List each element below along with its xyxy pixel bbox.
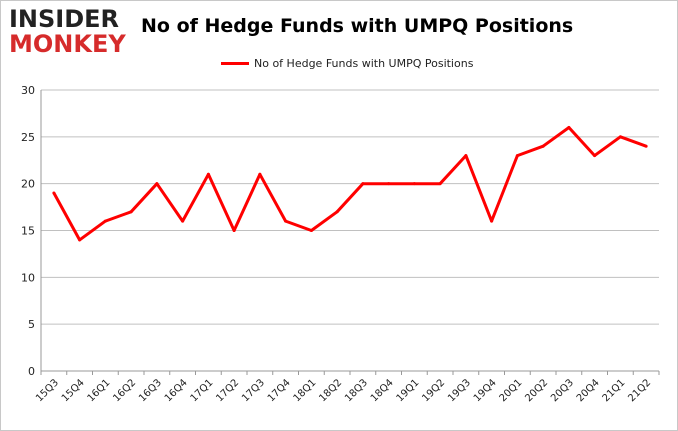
series-line: [52, 126, 647, 242]
data-point: [309, 229, 313, 232]
y-tick-label: 0: [28, 365, 35, 378]
x-tick-label: 20Q1: [498, 377, 525, 404]
x-tick-label: 17Q1: [189, 377, 216, 404]
y-tick-label: 10: [21, 271, 35, 284]
data-point: [387, 182, 391, 186]
x-tick-label: 16Q1: [86, 377, 113, 404]
data-point: [206, 172, 210, 176]
chart-title: No of Hedge Funds with UMPQ Positions: [141, 15, 574, 37]
data-point: [541, 144, 545, 148]
data-point: [515, 154, 519, 158]
x-tick-label: 16Q2: [111, 377, 138, 404]
data-point: [103, 219, 107, 223]
x-tick-label: 20Q2: [523, 377, 550, 404]
chart-legend: No of Hedge Funds with UMPQ Positions: [221, 55, 473, 71]
x-tick-label: 18Q2: [317, 377, 344, 404]
data-point: [490, 219, 494, 223]
data-point: [567, 125, 571, 129]
x-tick-label: 20Q3: [549, 377, 576, 404]
y-tick-label: 15: [21, 225, 35, 238]
x-tick-label: 15Q3: [34, 377, 61, 404]
data-point: [232, 229, 236, 232]
data-point: [129, 210, 133, 214]
data-point: [181, 219, 185, 223]
data-point: [644, 144, 648, 148]
data-point: [361, 182, 365, 186]
x-tick-label: 17Q4: [266, 377, 293, 404]
x-tick-label: 19Q2: [420, 377, 447, 404]
x-tick-label: 19Q3: [446, 377, 473, 404]
data-point: [258, 172, 262, 176]
x-tick-label: 17Q2: [214, 377, 241, 404]
legend-swatch: [221, 61, 249, 65]
x-tick-label: 17Q3: [240, 377, 267, 404]
data-point: [155, 182, 159, 186]
x-tick-label: 19Q1: [395, 377, 422, 404]
x-tick-label: 18Q4: [369, 377, 396, 404]
x-tick-label: 16Q3: [137, 377, 164, 404]
x-tick-label: 21Q1: [601, 377, 628, 404]
x-tick-label: 18Q3: [343, 377, 370, 404]
y-tick-label: 20: [21, 178, 35, 191]
logo-line-2: MONKEY: [9, 30, 126, 58]
x-tick-label: 19Q4: [472, 377, 499, 404]
data-point: [412, 182, 416, 186]
x-tick-label: 18Q1: [292, 377, 319, 404]
data-point: [335, 210, 339, 214]
data-point: [464, 154, 468, 158]
data-point: [618, 135, 622, 139]
data-point: [438, 182, 442, 186]
x-tick-label: 16Q4: [163, 377, 190, 404]
data-point: [593, 154, 597, 158]
data-point: [52, 191, 56, 195]
y-tick-label: 30: [21, 84, 35, 97]
data-point: [78, 238, 82, 242]
y-tick-label: 5: [28, 318, 35, 331]
insider-monkey-logo: INSIDER MONKEY: [9, 5, 127, 59]
x-tick-label: 15Q4: [60, 377, 87, 404]
x-tick-label: 21Q2: [626, 377, 653, 404]
y-tick-label: 25: [21, 131, 35, 144]
data-point: [284, 219, 288, 223]
legend-label: No of Hedge Funds with UMPQ Positions: [254, 56, 474, 70]
x-tick-label: 20Q4: [575, 377, 602, 404]
logo-line-1: INSIDER: [9, 5, 120, 33]
